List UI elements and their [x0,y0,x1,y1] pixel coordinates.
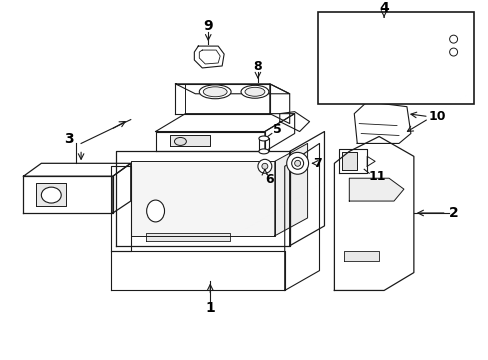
Circle shape [257,159,271,173]
Ellipse shape [244,87,264,96]
Polygon shape [366,156,374,166]
Text: 7: 7 [312,157,321,170]
Polygon shape [279,112,309,131]
Polygon shape [175,84,269,114]
Text: 8: 8 [253,60,262,73]
Ellipse shape [241,85,268,98]
Polygon shape [36,183,66,206]
Polygon shape [170,135,210,147]
Polygon shape [289,131,324,246]
Text: 6: 6 [265,173,274,186]
Circle shape [291,157,303,169]
Text: 3: 3 [64,132,74,147]
Polygon shape [344,251,378,261]
Text: 1: 1 [205,301,215,315]
Text: 9: 9 [203,19,213,33]
Text: 11: 11 [367,170,385,183]
Polygon shape [284,143,319,291]
Polygon shape [23,176,113,213]
Polygon shape [324,27,447,87]
Ellipse shape [174,138,186,145]
Text: 10: 10 [428,110,446,123]
Polygon shape [274,143,307,236]
Polygon shape [339,149,366,173]
Bar [317,12,473,104]
Text: 4: 4 [378,1,388,15]
Polygon shape [113,163,130,213]
Text: 5: 5 [273,123,282,136]
Polygon shape [175,84,289,94]
Polygon shape [348,178,403,201]
Polygon shape [111,251,284,291]
Polygon shape [331,32,436,80]
Polygon shape [353,102,410,143]
Ellipse shape [258,136,268,141]
Ellipse shape [203,87,226,97]
Polygon shape [199,50,220,64]
Polygon shape [145,233,230,241]
Polygon shape [264,114,294,152]
Ellipse shape [199,85,231,99]
Polygon shape [116,152,289,246]
Polygon shape [111,166,130,251]
Circle shape [448,35,457,43]
Polygon shape [130,161,274,236]
Ellipse shape [258,149,268,154]
Ellipse shape [146,200,164,222]
Text: 2: 2 [448,206,458,220]
Polygon shape [23,163,130,176]
Circle shape [448,48,457,56]
Ellipse shape [41,187,61,203]
Circle shape [262,163,267,169]
Polygon shape [334,136,413,291]
Polygon shape [155,131,264,152]
Polygon shape [155,114,294,131]
Polygon shape [269,84,289,123]
Polygon shape [342,152,357,170]
Circle shape [286,152,308,174]
Polygon shape [194,46,224,68]
Circle shape [294,160,300,166]
